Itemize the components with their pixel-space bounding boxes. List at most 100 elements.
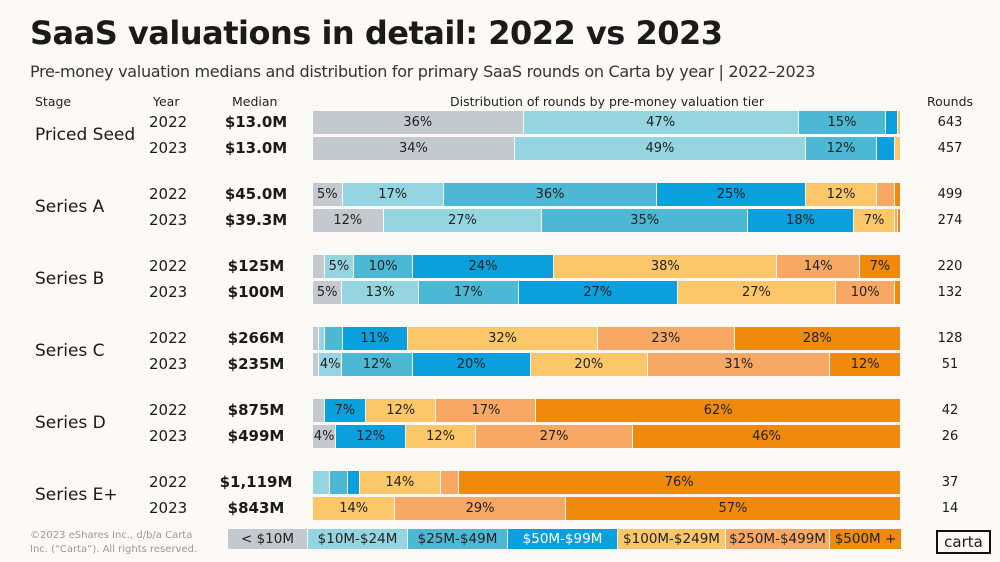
rounds-count: 457	[937, 141, 963, 156]
median-value: $13.0M	[224, 139, 288, 157]
bar-segment: 12%	[365, 399, 437, 422]
bar-segment: 4%	[318, 353, 343, 376]
bar-segment: 7%	[324, 399, 366, 422]
bar-segment	[877, 137, 896, 160]
bar-segment: 27%	[677, 281, 837, 304]
bar-segment: 57%	[565, 497, 901, 520]
bar-segment: 14%	[313, 497, 396, 520]
median-value: $100M	[227, 283, 285, 301]
rounds-count: 274	[937, 213, 963, 228]
median-value: $875M	[227, 401, 285, 419]
stacked-bar: 7% 12% 17% 62%	[313, 399, 901, 422]
bar-segment: 12%	[830, 353, 901, 376]
bar-segment: 35%	[542, 209, 749, 232]
legend-item: $100M-$249M	[618, 529, 726, 549]
bar-segment: 25%	[657, 183, 806, 206]
median-value: $125M	[227, 257, 285, 275]
year-label: 2022	[149, 473, 188, 491]
median-value: $13.0M	[224, 113, 288, 131]
header-stage: Stage	[35, 94, 72, 109]
bar-segment: 13%	[342, 281, 419, 304]
bar-segment: 32%	[408, 327, 599, 350]
bar-segment: 29%	[395, 497, 566, 520]
bar-segment: 27%	[518, 281, 678, 304]
stacked-bar: 4% 12% 12% 27% 46%	[313, 425, 901, 448]
copyright-footer: ©2023 eShares Inc., d/b/a Carta Inc. (“C…	[30, 530, 198, 555]
bar-segment: 36%	[443, 183, 658, 206]
bar-segment: 12%	[406, 425, 476, 448]
bar-segment: 11%	[342, 327, 409, 350]
bar-segment: 15%	[798, 111, 887, 134]
stacked-bar: 14% 29% 57%	[313, 497, 901, 520]
bar-segment	[313, 471, 331, 494]
year-label: 2022	[149, 401, 188, 419]
year-label: 2023	[149, 139, 188, 157]
bar-segment: 34%	[313, 137, 515, 160]
year-label: 2022	[149, 257, 188, 275]
median-value: $1,119M	[219, 473, 293, 491]
stacked-bar: 5% 10% 24% 38% 14% 7%	[313, 255, 901, 278]
bar-segment	[886, 111, 899, 134]
legend-item: $50M-$99M	[508, 529, 618, 549]
header-year: Year	[153, 94, 180, 109]
bar-segment: 4%	[313, 425, 337, 448]
stage-label: Series A	[35, 197, 105, 217]
bar-segment: 31%	[648, 353, 831, 376]
stage-label: Series E+	[35, 485, 118, 505]
legend-item: $500M +	[830, 529, 902, 549]
median-value: $235M	[227, 355, 285, 373]
year-label: 2022	[149, 185, 188, 203]
legend-item: $25M-$49M	[408, 529, 508, 549]
bar-segment	[313, 353, 319, 376]
bar-segment	[347, 471, 360, 494]
rounds-count: 132	[937, 285, 963, 300]
stacked-bar: 14% 76%	[313, 471, 901, 494]
stacked-bar: 36% 47% 15%	[313, 111, 901, 134]
bar-segment	[313, 327, 319, 350]
rounds-count: 26	[941, 429, 959, 444]
bar-segment: 10%	[836, 281, 896, 304]
bar-segment: 36%	[313, 111, 524, 134]
bar-segment: 28%	[734, 327, 901, 350]
stage-label: Series C	[35, 341, 105, 361]
bar-segment: 23%	[598, 327, 735, 350]
legend-item: $250M-$499M	[726, 529, 830, 549]
rounds-count: 42	[941, 403, 959, 418]
stacked-bar: 5% 17% 36% 25% 12%	[313, 183, 901, 206]
bar-segment: 20%	[412, 353, 531, 376]
median-value: $499M	[227, 427, 285, 445]
bar-segment	[895, 209, 899, 232]
header-distribution: Distribution of rounds by pre-money valu…	[449, 94, 765, 109]
rounds-count: 51	[941, 357, 959, 372]
bar-segment: 27%	[476, 425, 634, 448]
bar-segment	[330, 471, 348, 494]
bar-segment: 49%	[514, 137, 806, 160]
bar-segment	[441, 471, 459, 494]
bar-segment	[895, 137, 901, 160]
bar-segment	[877, 183, 896, 206]
bar-segment: 12%	[805, 137, 878, 160]
bar-segment: 14%	[777, 255, 860, 278]
bar-segment	[895, 281, 901, 304]
bar-segment: 12%	[336, 425, 407, 448]
year-label: 2023	[149, 283, 188, 301]
bar-segment: 5%	[313, 183, 343, 206]
bar-segment	[898, 209, 901, 232]
bar-segment: 5%	[313, 281, 343, 304]
rounds-count: 499	[937, 187, 963, 202]
bar-segment: 12%	[342, 353, 413, 376]
bar-segment: 17%	[342, 183, 444, 206]
carta-logo: carta	[936, 530, 991, 554]
median-value: $266M	[227, 329, 285, 347]
bar-segment: 12%	[805, 183, 878, 206]
year-label: 2022	[149, 329, 188, 347]
year-label: 2023	[149, 427, 188, 445]
bar-segment: 7%	[859, 255, 901, 278]
bar-segment: 46%	[633, 425, 901, 448]
rounds-count: 128	[937, 331, 963, 346]
stacked-bar: 5% 13% 17% 27% 27% 10%	[313, 281, 901, 304]
bar-segment	[324, 327, 343, 350]
bar-segment: 7%	[853, 209, 896, 232]
legend-item: < $10M	[228, 529, 308, 549]
bar-segment: 38%	[554, 255, 778, 278]
